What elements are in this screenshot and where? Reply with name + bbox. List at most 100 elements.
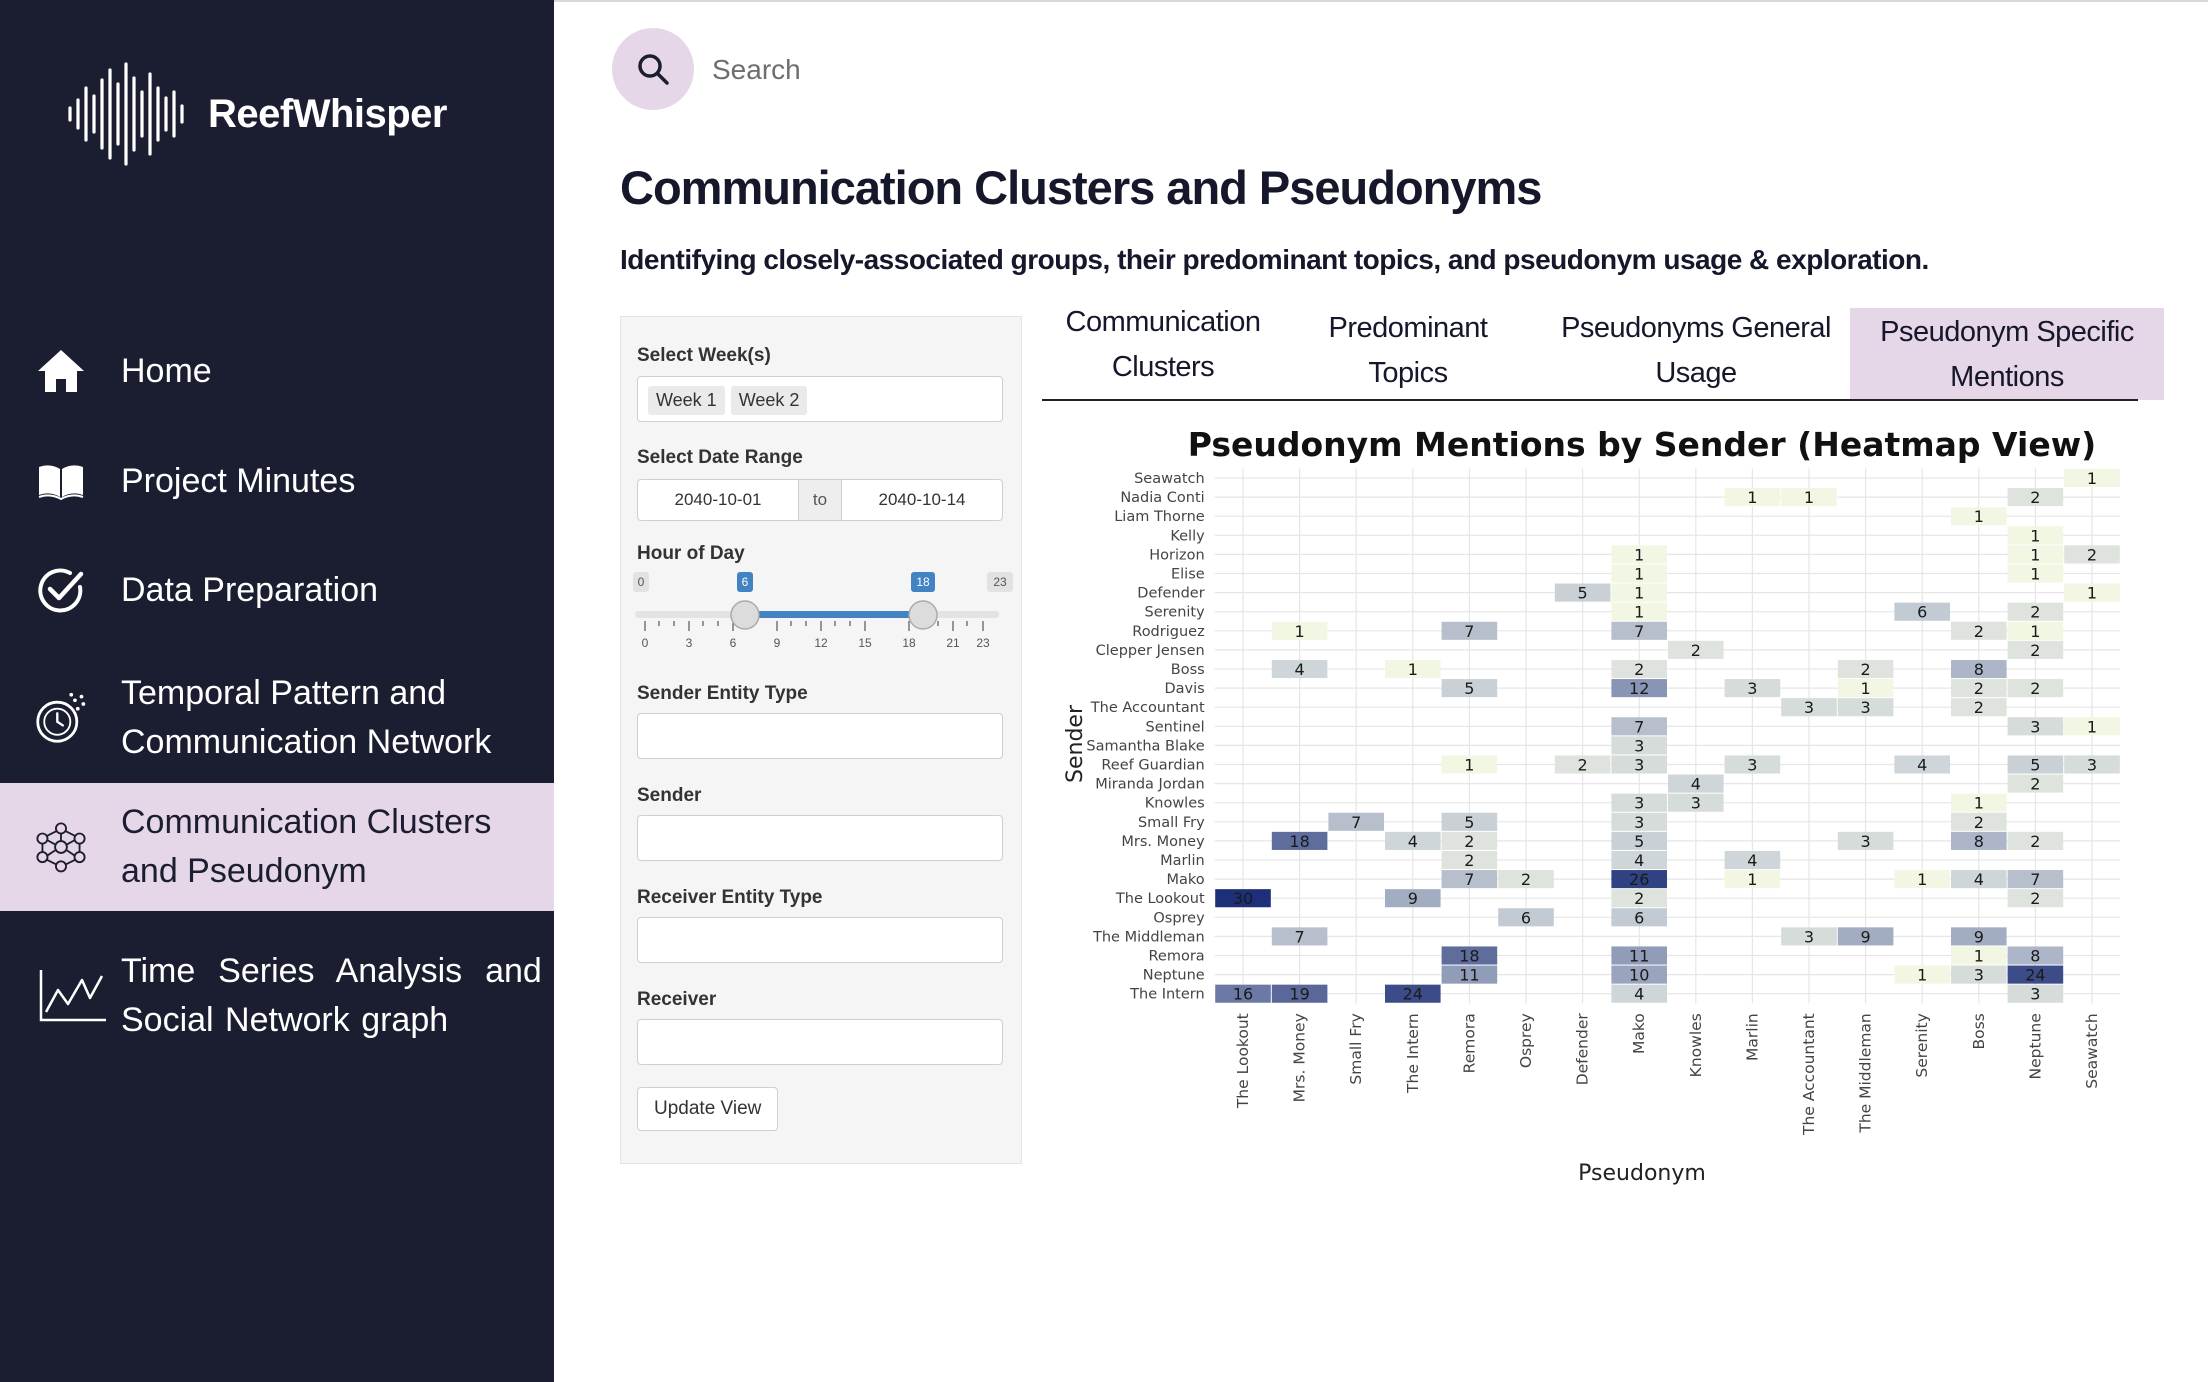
hour-range-slider[interactable]: 0 23 6 18 0 3 6 9 12 15 18 21 23: [631, 571, 1017, 651]
heatmap-cell-value: 8: [1974, 832, 1984, 851]
date-range-separator: to: [799, 479, 841, 521]
search-button[interactable]: [612, 28, 694, 110]
heatmap-cell-value: 2: [2087, 545, 2097, 564]
heatmap-cell: [2064, 755, 2120, 774]
nav-label-line2: and Pseudonym: [121, 852, 367, 890]
tab-label-line2: Mentions: [1950, 361, 2064, 393]
heatmap-cell-value: 2: [1691, 641, 1701, 660]
hour-tick: 3: [686, 636, 693, 650]
heatmap-cell: [1441, 621, 1498, 640]
app-logo[interactable]: ReefWhisper: [66, 62, 448, 166]
nav-item-project-minutes[interactable]: Project Minutes: [0, 456, 554, 506]
heatmap-cell-value: 16: [1233, 985, 1253, 1004]
x-tick-label: Mako: [1630, 1013, 1648, 1054]
heatmap-cell: [1611, 583, 1667, 602]
x-tick-label: Boss: [1970, 1013, 1988, 1049]
heatmap-cell: [1611, 736, 1667, 755]
y-tick-label: Nadia Conti: [1120, 490, 1204, 506]
y-tick-label: Small Fry: [1138, 815, 1205, 831]
y-tick-label: The Accountant: [1090, 700, 1205, 716]
heatmap-cell-value: 2: [1974, 698, 1984, 717]
tab-label-line1: Communication: [1065, 306, 1261, 338]
y-tick-label: Miranda Jordan: [1095, 777, 1204, 793]
heatmap-cell-value: 2: [2030, 889, 2040, 908]
nav-label-line1: Communication Clusters: [121, 803, 492, 841]
heatmap-cell-value: 3: [1861, 698, 1871, 717]
heatmap-cell-value: 6: [1634, 908, 1644, 927]
heatmap-cell-value: 18: [1459, 947, 1479, 966]
heatmap-cell-value: 24: [1403, 985, 1423, 1004]
heatmap-cell-value: 26: [1629, 870, 1649, 889]
nav-item-time-series[interactable]: Time Series Analysis and Social Network g…: [0, 946, 554, 1046]
heatmap-cell: [1611, 793, 1667, 812]
x-tick-label: Osprey: [1517, 1013, 1535, 1068]
heatmap-cell: [2007, 870, 2064, 889]
heatmap-cell: [1271, 659, 1328, 679]
search-input[interactable]: [710, 40, 1314, 100]
hour-tick: 12: [814, 636, 828, 650]
y-tick-label: Mako: [1167, 872, 1205, 888]
heatmap-cell-value: 1: [1408, 660, 1418, 679]
weeks-select[interactable]: Week 1 Week 2: [637, 376, 1003, 422]
heatmap-cell: [1441, 679, 1498, 698]
heatmap-cell: [1271, 984, 1328, 1003]
heatmap-cell-value: 4: [1634, 985, 1644, 1004]
heatmap-cell-value: 1: [1917, 966, 1927, 985]
hour-tick: 18: [902, 636, 916, 650]
week-chip[interactable]: Week 1: [648, 386, 725, 415]
y-tick-label: Davis: [1164, 681, 1204, 697]
y-axis-title: Sender: [1063, 704, 1088, 783]
heatmap-cell: [1894, 870, 1950, 889]
heatmap-cell: [2007, 831, 2064, 850]
heatmap-cell-value: 1: [1747, 870, 1757, 889]
tab-predominant-topics[interactable]: Predominant Topics: [1318, 306, 1498, 396]
heatmap-cell: [2007, 774, 2064, 793]
heatmap-cell: [1781, 927, 1837, 946]
heatmap-cell-value: 4: [1691, 775, 1701, 794]
nav-item-communication-clusters[interactable]: Communication Clusters and Pseudonym: [0, 783, 554, 911]
nav-label-communication-clusters: Communication Clusters and Pseudonym: [121, 798, 491, 896]
y-tick-label: Mrs. Money: [1121, 834, 1205, 850]
heatmap-cell: [1554, 755, 1611, 774]
receiver-entity-select[interactable]: [637, 917, 1003, 963]
y-tick-label: Osprey: [1153, 910, 1205, 926]
heatmap-cell: [1837, 659, 1894, 679]
heatmap-cell: [1894, 755, 1950, 774]
update-view-button[interactable]: Update View: [637, 1087, 779, 1131]
nav-item-data-preparation[interactable]: Data Preparation: [0, 565, 554, 615]
y-tick-label: The Lookout: [1115, 891, 1205, 907]
heatmap-cell-value: 1: [2030, 545, 2040, 564]
heatmap-cell-value: 8: [2030, 947, 2040, 966]
date-start-input[interactable]: 2040-10-01: [637, 479, 799, 521]
check-circle-icon: [34, 563, 88, 617]
y-tick-label: Seawatch: [1134, 471, 1205, 487]
heatmap-cell: [1385, 659, 1441, 679]
nav-label-project-minutes: Project Minutes: [121, 461, 356, 500]
nav-item-temporal-pattern[interactable]: Temporal Pattern and Communication Networ…: [0, 668, 554, 768]
heatmap-cell: [2007, 755, 2064, 774]
date-end-input[interactable]: 2040-10-14: [841, 479, 1003, 521]
heatmap-cell-value: 2: [1464, 851, 1474, 870]
hour-from-label: 6: [742, 575, 749, 589]
heatmap-cell-value: 3: [1861, 832, 1871, 851]
heatmap-cell: [1951, 965, 2007, 984]
heatmap-cell-value: 2: [2030, 775, 2040, 794]
slider-handle-to[interactable]: [908, 600, 938, 630]
heatmap-cell: [1441, 946, 1498, 965]
sender-entity-select[interactable]: [637, 713, 1003, 759]
heatmap-cell: [1951, 621, 2007, 640]
heatmap-cell-value: 2: [1634, 660, 1644, 679]
tab-pseudonym-specific-mentions[interactable]: Pseudonym Specific Mentions: [1850, 308, 2164, 400]
slider-handle-from[interactable]: [730, 600, 760, 630]
tab-communication-clusters[interactable]: Communication Clusters: [1058, 300, 1268, 390]
nav-item-home[interactable]: Home: [0, 346, 554, 396]
tab-pseudonyms-general-usage[interactable]: Pseudonyms General Usage: [1538, 306, 1854, 396]
receiver-select[interactable]: [637, 1019, 1003, 1065]
heatmap-cell-value: 7: [2030, 870, 2040, 889]
heatmap-cell-value: 1: [2087, 717, 2097, 736]
heatmap-cell: [1385, 984, 1441, 1003]
sender-select[interactable]: [637, 815, 1003, 861]
heatmap-cell-value: 1: [1804, 488, 1814, 507]
week-chip[interactable]: Week 2: [730, 386, 808, 415]
tab-label-line2: Usage: [1655, 357, 1737, 389]
